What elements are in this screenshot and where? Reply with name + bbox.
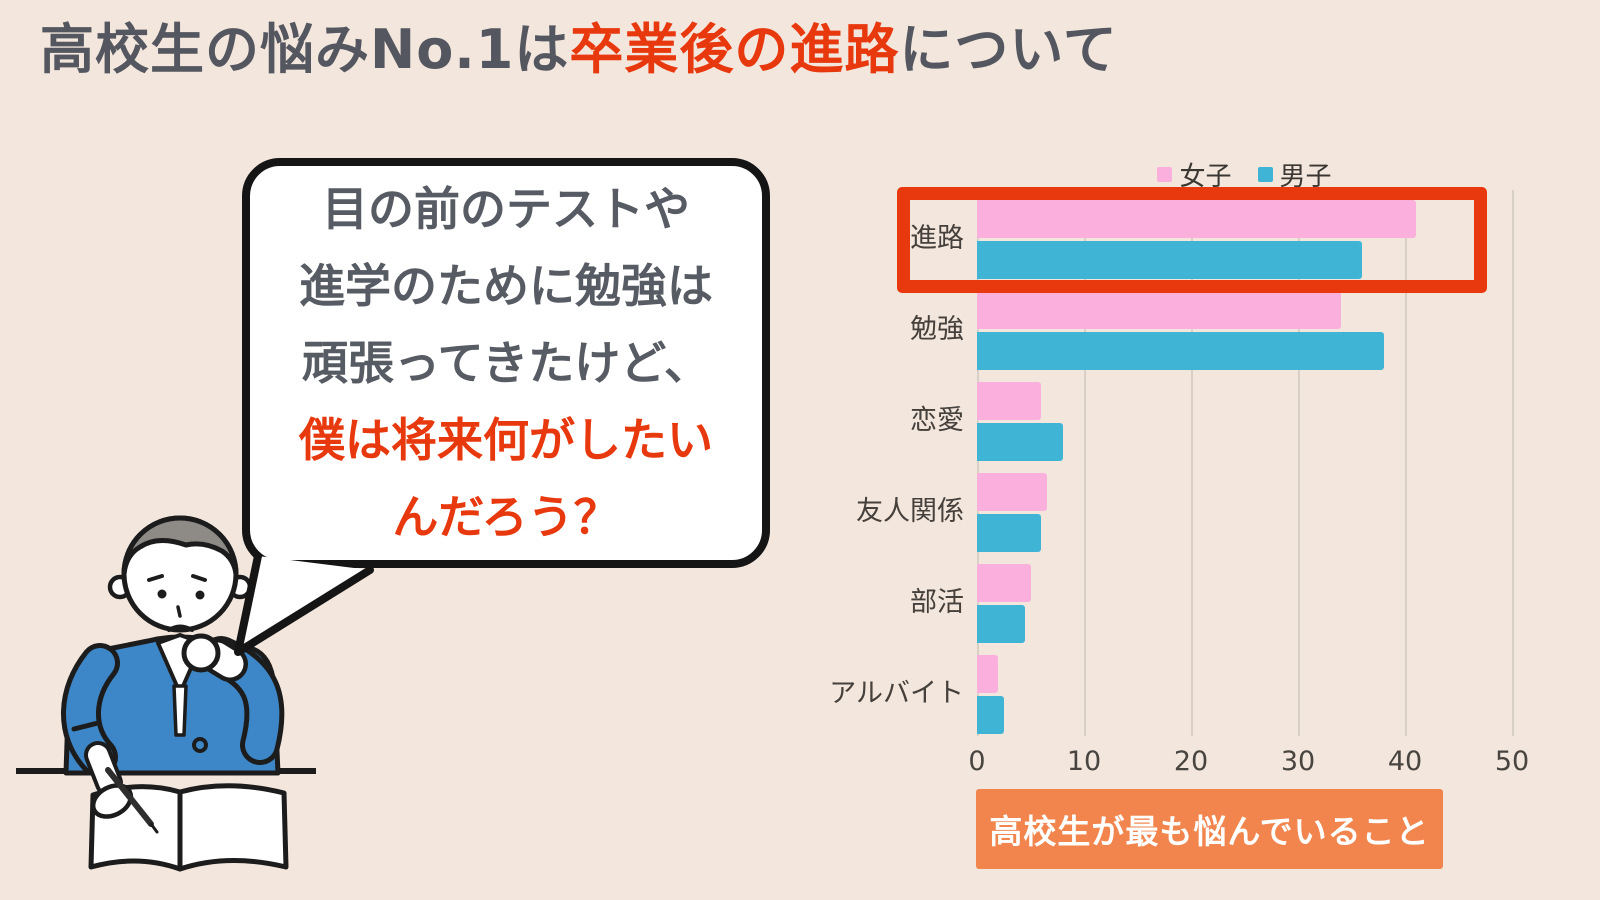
bar-男子 (977, 696, 1004, 734)
head (107, 515, 253, 633)
writing-hand (90, 783, 134, 819)
bar-男子 (977, 605, 1026, 643)
category-label: 友人関係 (856, 496, 964, 527)
bubble-line: 進学のために勉強は (299, 258, 713, 313)
student-illustration (16, 515, 316, 872)
bubble-line: 僕は将来何がしたい (299, 412, 713, 467)
x-grid-line (1405, 190, 1407, 736)
fist (181, 633, 221, 673)
x-grid-line (1298, 190, 1300, 736)
chart-row: 部活 (910, 554, 1512, 645)
eyebrow (191, 574, 207, 582)
nose (176, 605, 182, 618)
category-label: 部活 (910, 587, 964, 618)
speech-bubble-tail (234, 552, 374, 656)
eyebrow (147, 574, 164, 582)
eye (195, 590, 205, 600)
x-tick-label: 0 (968, 746, 986, 777)
bar-女子 (977, 200, 1416, 238)
category-label: 進路 (910, 223, 964, 254)
writing-arm (61, 643, 123, 797)
bubble-line: 目の前のテストや (322, 181, 690, 236)
highlight-box (897, 187, 1487, 293)
mouth-frown (167, 624, 194, 632)
legend-swatch (1157, 167, 1173, 182)
x-tick-label: 40 (1387, 746, 1423, 777)
title-suffix: について (899, 18, 1118, 81)
jacket-button (192, 737, 208, 753)
bar-男子 (977, 423, 1063, 461)
x-grid-line (1084, 190, 1086, 736)
chart-row: 友人関係 (856, 463, 1512, 554)
chart-row: 進路 (910, 190, 1512, 281)
chart-row: 恋愛 (910, 372, 1512, 463)
x-grid-line (1191, 190, 1193, 736)
chart-row: 勉強 (910, 281, 1512, 372)
bubble-line: 頑張ってきたけど、 (301, 335, 711, 390)
tie (172, 684, 188, 737)
pen (105, 767, 159, 834)
bubble-line: んだろう？ (392, 489, 620, 544)
category-label: 勉強 (910, 314, 964, 345)
bar-女子 (977, 473, 1047, 511)
eye (157, 589, 167, 599)
bar-男子 (977, 514, 1042, 552)
hair (121, 515, 239, 577)
plot-area: 0 10 20 30 40 50 進路勉強恋愛友人関係部活アルバイト (829, 190, 1529, 777)
bar-男子 (977, 332, 1384, 370)
bar-女子 (977, 291, 1341, 329)
x-tick-label: 50 (1494, 746, 1530, 777)
x-grid-line (977, 190, 979, 736)
x-grid-line (1512, 190, 1514, 736)
x-tick-label: 10 (1066, 746, 1102, 777)
bar-chart: 女子 男子 0 10 20 30 40 50 進路 勉強 恋愛 友人関係 部活 アルバイト (829, 150, 1540, 810)
bar-女子 (977, 382, 1042, 420)
chin-arm (199, 636, 285, 765)
category-label: アルバイト (829, 678, 964, 709)
title-highlight: 卒業後の進路 (569, 18, 900, 81)
x-tick-label: 30 (1280, 746, 1316, 777)
chart-row: アルバイト (829, 645, 1512, 736)
bar-女子 (977, 655, 999, 693)
caption-badge: 高校生が最も悩んでいること (976, 789, 1443, 869)
title-prefix: 高校生の悩みNo.1は (40, 18, 570, 81)
bar-女子 (977, 564, 1031, 602)
main-title: 高校生の悩みNo.1は卒業後の進路について (40, 20, 1118, 79)
category-label: 恋愛 (910, 405, 964, 436)
legend-swatch (1257, 167, 1273, 182)
bar-男子 (977, 241, 1363, 279)
x-tick-label: 20 (1173, 746, 1209, 777)
speech-bubble: 目の前のテストや 進学のために勉強は 頑張ってきたけど、 僕は将来何がしたい ん… (242, 158, 770, 568)
